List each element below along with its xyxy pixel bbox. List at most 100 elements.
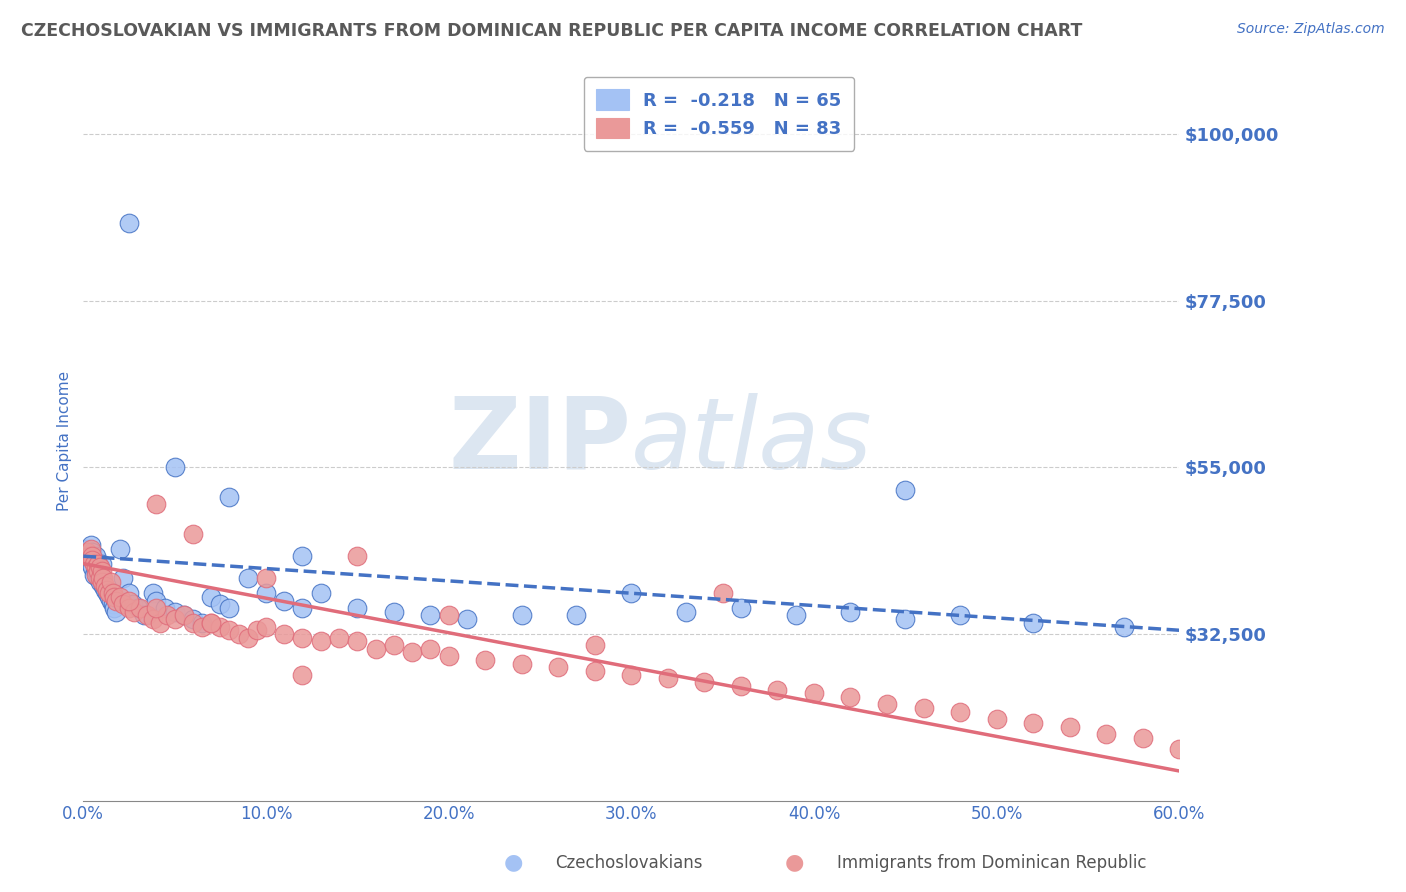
Point [1022, 615, 1045, 630]
Point [118, 601, 141, 615]
Text: atlas: atlas [631, 392, 873, 490]
Point [145, 601, 167, 615]
Point [236, 631, 259, 645]
Point [693, 675, 716, 690]
Point [766, 682, 789, 697]
Point [100, 575, 122, 590]
Point [173, 608, 195, 623]
Point [912, 701, 935, 715]
Point [401, 645, 423, 659]
Point [112, 598, 135, 612]
Point [1168, 741, 1191, 756]
Point [273, 593, 295, 607]
Point [100, 593, 122, 607]
Point [90, 564, 112, 578]
Point [254, 586, 277, 600]
Point [309, 634, 332, 648]
Point [565, 608, 588, 623]
Point [103, 590, 125, 604]
Point [510, 608, 533, 623]
Point [129, 601, 152, 615]
Point [118, 593, 141, 607]
Text: ●: ● [785, 853, 804, 872]
Text: ZIP: ZIP [449, 392, 631, 490]
Point [93, 579, 115, 593]
Point [894, 612, 917, 626]
Point [894, 483, 917, 497]
Point [620, 667, 643, 681]
Point [510, 657, 533, 671]
Point [437, 608, 460, 623]
Y-axis label: Per Capita Income: Per Capita Income [58, 371, 72, 511]
Point [149, 615, 172, 630]
Point [127, 601, 149, 615]
Point [82, 553, 104, 567]
Point [89, 560, 111, 574]
Point [124, 605, 146, 619]
Point [986, 712, 1008, 726]
Point [108, 590, 131, 604]
Point [456, 612, 478, 626]
Text: Czechoslovakians: Czechoslovakians [555, 855, 703, 872]
Point [730, 601, 752, 615]
Point [93, 571, 115, 585]
Point [142, 612, 165, 626]
Point [291, 601, 314, 615]
Point [84, 564, 107, 578]
Point [83, 557, 105, 571]
Point [82, 549, 104, 564]
Point [94, 579, 117, 593]
Point [254, 571, 277, 585]
Point [87, 571, 110, 585]
Point [132, 608, 155, 623]
Point [96, 586, 118, 600]
Point [200, 590, 222, 604]
Point [291, 631, 314, 645]
Point [77, 549, 100, 564]
Point [839, 690, 862, 704]
Point [181, 527, 204, 541]
Point [87, 557, 110, 571]
Point [437, 649, 460, 664]
Point [103, 601, 125, 615]
Point [200, 615, 222, 630]
Point [583, 664, 606, 678]
Point [200, 615, 222, 630]
Point [803, 686, 825, 700]
Point [163, 612, 186, 626]
Point [218, 601, 240, 615]
Point [419, 608, 441, 623]
Point [236, 571, 259, 585]
Point [419, 641, 441, 656]
Point [291, 549, 314, 564]
Point [84, 549, 107, 564]
Point [105, 605, 128, 619]
Point [101, 598, 124, 612]
Point [82, 545, 104, 559]
Point [328, 631, 350, 645]
Point [254, 619, 277, 633]
Point [89, 560, 111, 574]
Point [364, 641, 387, 656]
Point [79, 557, 101, 571]
Point [145, 593, 167, 607]
Legend: R =  -0.218   N = 65, R =  -0.559   N = 83: R = -0.218 N = 65, R = -0.559 N = 83 [583, 77, 855, 151]
Point [620, 586, 643, 600]
Point [156, 608, 179, 623]
Point [785, 608, 807, 623]
Point [84, 567, 107, 582]
Point [346, 601, 368, 615]
Point [83, 567, 105, 582]
Point [675, 605, 697, 619]
Point [76, 545, 98, 559]
Point [108, 541, 131, 556]
Point [84, 560, 107, 574]
Point [101, 586, 124, 600]
Point [163, 460, 186, 475]
Point [94, 582, 117, 597]
Point [346, 634, 368, 648]
Point [89, 575, 111, 590]
Text: ●: ● [503, 853, 523, 872]
Point [76, 541, 98, 556]
Point [730, 679, 752, 693]
